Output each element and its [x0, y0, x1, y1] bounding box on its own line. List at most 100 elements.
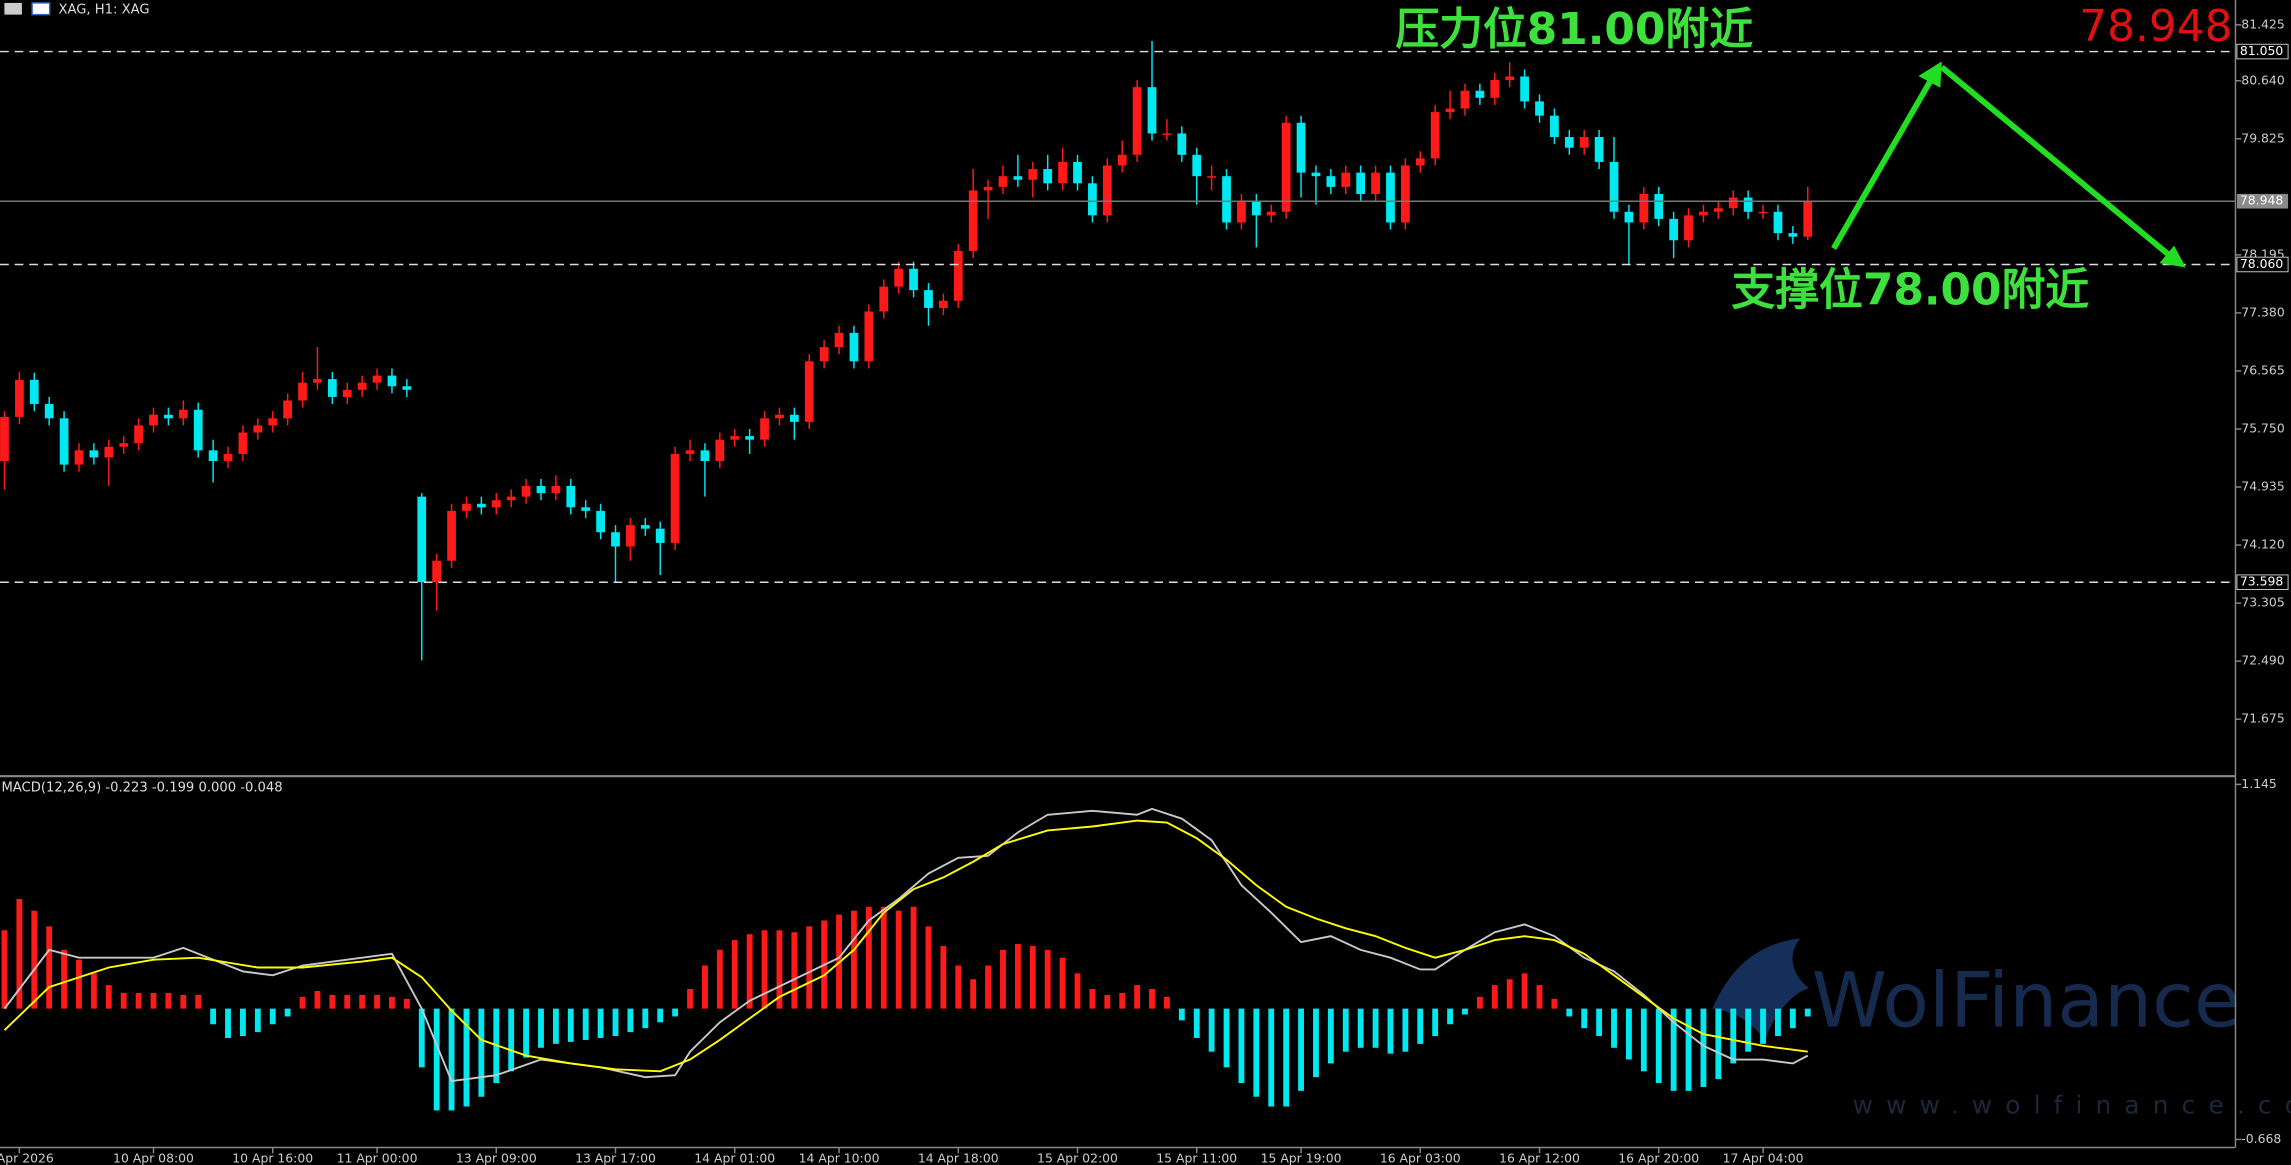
histogram-bar	[1789, 1008, 1796, 1029]
histogram-bar	[433, 1008, 440, 1111]
histogram-bar	[1313, 1008, 1319, 1078]
x-tick-label: 9 Apr 2026	[0, 1151, 54, 1165]
histogram-bar	[135, 992, 142, 1009]
candle-body	[789, 414, 799, 422]
macd-label: MACD(12,26,9) -0.223 -0.199 0.000 -0.048	[1, 780, 282, 795]
watermark-logo	[1712, 938, 1809, 1041]
watermark-brand: WolFinance	[1812, 956, 2241, 1045]
candle-body	[685, 450, 695, 454]
histogram-bar	[344, 994, 351, 1009]
candle-body	[1043, 169, 1053, 184]
candle-body	[1564, 137, 1574, 148]
candle-body	[1147, 87, 1157, 134]
histogram-bar	[1029, 945, 1036, 1009]
histogram-bar	[1238, 1008, 1245, 1084]
histogram-bar	[120, 992, 127, 1009]
x-tick-label: 16 Apr 20:00	[1618, 1151, 1699, 1165]
histogram-bar	[910, 906, 917, 1009]
candle-body	[223, 453, 233, 462]
candle-body	[1311, 172, 1321, 177]
histogram-bar	[1193, 1008, 1200, 1038]
histogram-bar	[1, 930, 8, 1009]
arrowhead	[1918, 61, 1942, 88]
histogram-bar	[16, 898, 23, 1009]
candle-body	[1788, 233, 1798, 237]
candle-body	[1296, 122, 1306, 173]
histogram-bar	[538, 1008, 544, 1048]
level-box	[2236, 256, 2289, 273]
candle-body	[551, 485, 561, 494]
histogram-bar	[1625, 1008, 1632, 1060]
histogram-bar	[716, 949, 723, 1009]
macd-line	[3, 819, 1808, 1073]
histogram-bar	[180, 994, 187, 1009]
support-annotation: 支撑位78.00附近	[1731, 264, 2089, 315]
histogram-bar	[314, 990, 321, 1009]
histogram-bar	[687, 989, 693, 1009]
histogram-bar	[1730, 1008, 1737, 1064]
candle-body	[775, 414, 784, 419]
candle-body	[953, 250, 963, 301]
header: XAG, H1: XAG	[4, 2, 150, 18]
histogram-bar	[672, 1008, 679, 1017]
histogram-bar	[1521, 973, 1528, 1009]
histogram-bar	[46, 926, 53, 1009]
candle-body	[313, 379, 322, 383]
annotations: 压力位81.00附近 支撑位78.00附近 78.948	[1395, 1, 2232, 315]
candle-body	[1058, 161, 1067, 184]
candle-body	[1356, 172, 1366, 194]
histogram-bar	[374, 994, 380, 1009]
histogram-bar	[508, 1008, 515, 1072]
price-box	[2236, 193, 2289, 209]
candle-body	[59, 418, 69, 465]
histogram-bar	[552, 1008, 559, 1044]
histogram-bar	[269, 1008, 276, 1025]
candle-body	[521, 485, 531, 497]
level-label: 73.598	[2240, 574, 2284, 589]
histogram-bar	[1700, 1008, 1707, 1087]
candle-body	[1594, 137, 1604, 162]
histogram-bar	[90, 973, 97, 1009]
histogram-bar	[1506, 979, 1513, 1009]
candle-body	[342, 389, 352, 397]
histogram-bar	[299, 996, 306, 1009]
candle-body	[745, 436, 755, 440]
histogram-bar	[776, 930, 783, 1009]
histogram-bar	[359, 994, 366, 1009]
candle-body	[253, 425, 263, 433]
histogram-bar	[880, 906, 887, 1009]
watermark-url: www.wolfinance.com	[1853, 1091, 2291, 1120]
candle-body	[849, 332, 859, 362]
candle-body	[491, 500, 501, 508]
histogram-bar	[1640, 1008, 1647, 1072]
histogram-bar	[1149, 989, 1155, 1009]
candle-body	[462, 503, 471, 511]
histogram-bar	[1044, 949, 1051, 1009]
x-tick-label: 10 Apr 08:00	[113, 1151, 194, 1165]
candle-body	[387, 375, 397, 387]
candle-body	[134, 425, 143, 444]
candle-body	[715, 439, 725, 462]
candle-body	[1028, 169, 1038, 180]
histogram-bar	[746, 934, 753, 1009]
candle-body	[864, 311, 874, 362]
histogram-bar	[1342, 1008, 1349, 1052]
candle-body	[506, 496, 516, 501]
histogram-bar	[1596, 1008, 1603, 1037]
candle-body	[1505, 76, 1515, 81]
y-tick-label: 76.565	[2241, 362, 2284, 377]
histogram-bar	[970, 979, 977, 1009]
candle-body	[104, 446, 114, 458]
histogram-bar	[239, 1008, 246, 1037]
histogram-bar	[1611, 1008, 1617, 1048]
current-price-label: 78.948	[2240, 193, 2284, 208]
candle-body	[268, 418, 278, 426]
candle-body	[14, 379, 24, 417]
candle-body	[1222, 176, 1231, 223]
candle-body	[938, 300, 948, 308]
histogram-bar	[1670, 1008, 1677, 1091]
candle-body	[1386, 172, 1395, 223]
histogram-bar	[1581, 1008, 1588, 1029]
candle-body	[834, 332, 844, 348]
